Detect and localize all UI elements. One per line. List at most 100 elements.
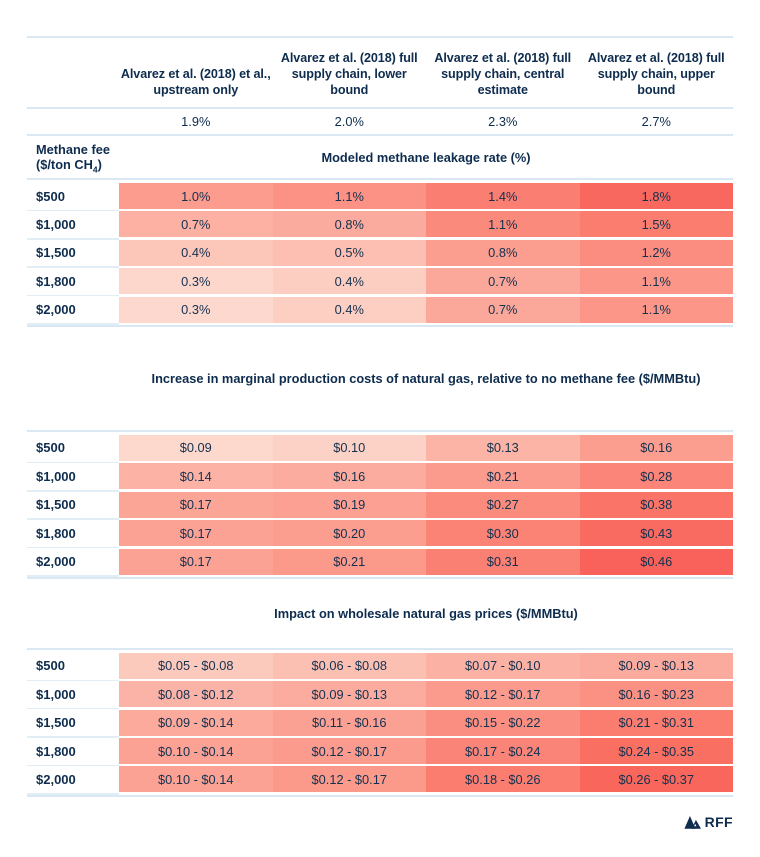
heatmap-cell: $0.30: [426, 520, 580, 547]
heatmap-cell: $0.43: [579, 520, 733, 547]
heatmap-cell: $0.09: [119, 434, 273, 461]
heatmap-cell: $0.18 - $0.26: [426, 766, 580, 793]
table-row: $1,000 $0.08 - $0.12 $0.09 - $0.13 $0.12 - …: [27, 681, 733, 710]
heatmap-cell: 0.3%: [119, 268, 273, 295]
heatmap-cell: 0.4%: [272, 268, 426, 295]
heatmap-cell: $0.09 - $0.13: [579, 652, 733, 679]
heatmap-cell: $0.14: [119, 463, 273, 490]
heatmap-cell: $0.12 - $0.17: [426, 681, 580, 708]
divider: [27, 134, 733, 136]
figure: Alvarez et al. (2018) et al., upstream o…: [27, 0, 733, 831]
table-title-wholesale-prices: Impact on wholesale natural gas prices (…: [274, 605, 578, 621]
rff-logo: RFF: [684, 814, 733, 830]
fee-label-line2: ($/ton CH4): [36, 157, 102, 175]
row-label: $500: [27, 435, 119, 464]
heatmap-cell: 0.8%: [272, 211, 426, 238]
row-label: $500: [27, 653, 119, 682]
divider: [27, 324, 733, 327]
divider: [27, 429, 733, 432]
row-axis-label: Methane fee ($/ton CH4): [27, 136, 119, 178]
heatmap-cell: 0.5%: [272, 239, 426, 266]
heatmap-cell: $0.05 - $0.08: [119, 652, 273, 679]
divider: [27, 647, 733, 650]
divider: [27, 178, 733, 180]
table-row: $1,500 0.4% 0.5% 0.8% 1.2%: [27, 239, 733, 268]
table-row: $1,800 $0.17 $0.20 $0.30 $0.43: [27, 520, 733, 549]
table-row: $500 1.0% 1.1% 1.4% 1.8%: [27, 183, 733, 212]
heatmap-cell: $0.08 - $0.12: [119, 681, 273, 708]
heatmap-cell: $0.20: [272, 520, 426, 547]
heatmap-cell: $0.07 - $0.10: [426, 652, 580, 679]
divider: [27, 576, 733, 579]
subscript-4: 4: [92, 164, 98, 175]
heatmap-table-leakage: $500 1.0% 1.1% 1.4% 1.8% $1,000 0.7% 0.8% 1.1% 1.…: [27, 180, 733, 325]
section-header-production-costs: Increase in marginal production costs of…: [27, 327, 733, 430]
footer: RFF: [27, 813, 733, 831]
heatmap-cell: $0.16 - $0.23: [579, 681, 733, 708]
heatmap-cell: 1.5%: [579, 211, 733, 238]
table-row: $1,000 0.7% 0.8% 1.1% 1.5%: [27, 211, 733, 240]
table-row: $1,800 $0.10 - $0.14 $0.12 - $0.17 $0.17 - …: [27, 738, 733, 767]
heatmap-cell: 1.4%: [426, 183, 580, 209]
leakage-rate-row: 1.9% 2.0% 2.3% 2.7%: [27, 109, 733, 134]
heatmap-table-production-costs: $500 $0.09 $0.10 $0.13 $0.16 $1,000 $0.14 $0.16…: [27, 432, 733, 577]
heatmap-cell: $0.10: [272, 434, 426, 461]
leakage-rate-value: 1.9%: [181, 114, 211, 129]
heatmap-cell: $0.16: [579, 434, 733, 461]
heatmap-cell: $0.38: [579, 491, 733, 518]
table-row: $500 $0.05 - $0.08 $0.06 - $0.08 $0.07 - $0…: [27, 652, 733, 682]
heatmap-cell: 1.8%: [579, 183, 733, 209]
row-label: $1,000: [27, 211, 119, 240]
heatmap-cell: $0.21 - $0.31: [579, 709, 733, 736]
leakage-rate-value: 2.7%: [641, 114, 671, 129]
heatmap-cell: $0.09 - $0.14: [119, 709, 273, 736]
rff-logo-text: RFF: [704, 813, 733, 830]
table-row: $1,000 $0.14 $0.16 $0.21 $0.28: [27, 463, 733, 492]
label-column-spacer: [27, 327, 119, 430]
heatmap-cell: $0.17: [119, 548, 273, 575]
heatmap-cell: $0.16: [272, 463, 426, 490]
heatmap-cell: 1.1%: [579, 268, 733, 295]
heatmap-cell: $0.17: [119, 520, 273, 547]
heatmap-cell: $0.17: [119, 491, 273, 518]
heatmap-cell: $0.06 - $0.08: [272, 652, 426, 679]
heatmap-cell: 0.4%: [119, 239, 273, 266]
column-header-upper-bound: Alvarez et al. (2018) full supply chain,…: [587, 51, 725, 97]
heatmap-cell: $0.26 - $0.37: [579, 766, 733, 793]
section-header-wholesale-prices: Impact on wholesale natural gas prices (…: [27, 579, 733, 648]
column-header-row: Alvarez et al. (2018) et al., upstream o…: [27, 38, 733, 107]
top-margin: [27, 0, 733, 36]
heatmap-cell: $0.09 - $0.13: [272, 681, 426, 708]
row-label: $1,500: [27, 492, 119, 520]
row-label: $1,800: [27, 268, 119, 297]
heatmap-cell: 0.7%: [426, 296, 580, 323]
heatmap-table-wholesale-prices: $500 $0.05 - $0.08 $0.06 - $0.08 $0.07 - $0…: [27, 650, 733, 795]
leakage-rate-value: 2.3%: [488, 114, 518, 129]
table-row: $2,000 $0.10 - $0.14 $0.12 - $0.17 $0.18 - …: [27, 766, 733, 795]
row-label: $2,000: [27, 549, 119, 577]
column-header-central-estimate: Alvarez et al. (2018) full supply chain,…: [434, 51, 572, 97]
table-row: $1,500 $0.17 $0.19 $0.27 $0.38: [27, 491, 733, 520]
heatmap-cell: 0.7%: [426, 268, 580, 295]
label-column-spacer: [27, 579, 119, 648]
heatmap-cell: $0.12 - $0.17: [272, 738, 426, 765]
table-row: $2,000 $0.17 $0.21 $0.31 $0.46: [27, 548, 733, 577]
section-header-leakage: Methane fee ($/ton CH4) Modeled methane …: [27, 136, 733, 178]
mountain-icon: [684, 815, 701, 829]
table-row: $1,500 $0.09 - $0.14 $0.11 - $0.16 $0.15 - …: [27, 709, 733, 738]
heatmap-cell: $0.11 - $0.16: [272, 709, 426, 736]
heatmap-cell: 1.2%: [579, 239, 733, 266]
heatmap-cell: $0.12 - $0.17: [272, 766, 426, 793]
heatmap-cell: $0.13: [426, 434, 580, 461]
heatmap-cell: $0.17 - $0.24: [426, 738, 580, 765]
column-header-upstream-only: Alvarez et al. (2018) et al., upstream o…: [120, 67, 271, 97]
heatmap-cell: $0.19: [272, 491, 426, 518]
row-label: $1,800: [27, 520, 119, 549]
table-row: $2,000 0.3% 0.4% 0.7% 1.1%: [27, 296, 733, 325]
heatmap-cell: $0.15 - $0.22: [426, 709, 580, 736]
row-label: $1,500: [27, 240, 119, 268]
heatmap-cell: 1.1%: [426, 211, 580, 238]
divider: [27, 794, 733, 797]
heatmap-cell: $0.27: [426, 491, 580, 518]
fee-label-line1: Methane fee: [36, 142, 110, 157]
